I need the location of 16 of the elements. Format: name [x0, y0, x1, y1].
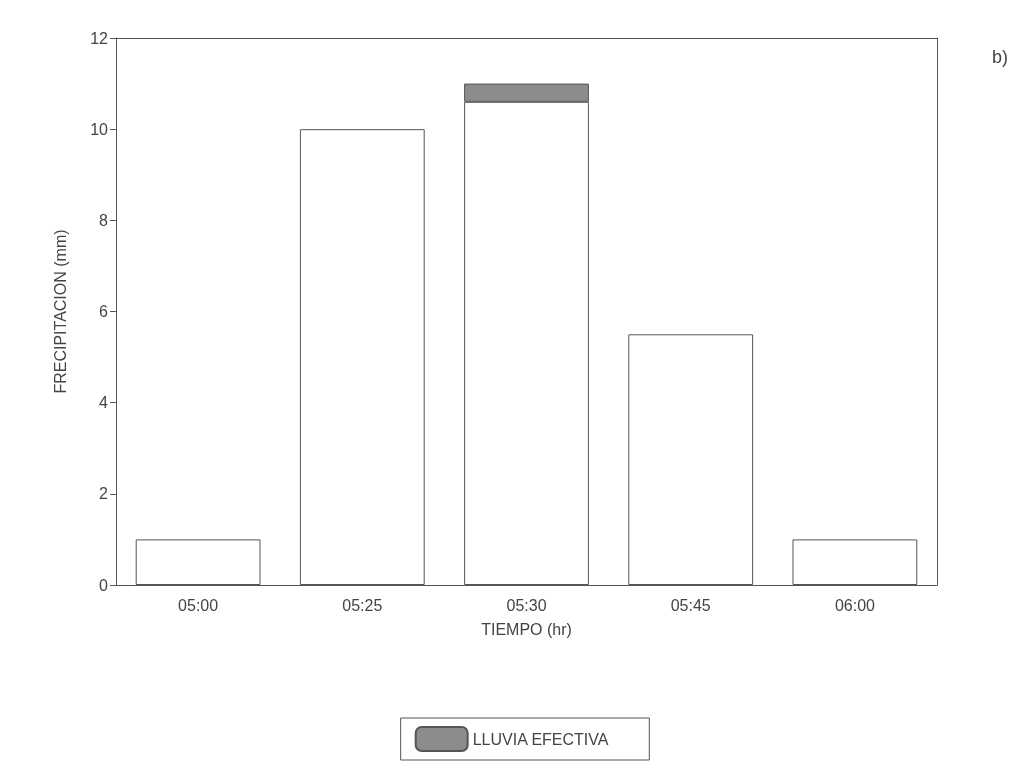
y-tick-label: 0 — [99, 576, 109, 594]
text: b) — [992, 47, 1009, 67]
y-axis-title: FRECIPITACION (mm) — [51, 229, 69, 394]
y-tick-label: 6 — [99, 303, 109, 320]
y-tick-label: 10 — [90, 120, 109, 138]
x-tick-label: 05:25 — [342, 596, 383, 614]
x-tick-label: 05:00 — [178, 596, 219, 614]
y-tick-label: 12 — [90, 29, 109, 47]
y-tick-label: 2 — [99, 485, 109, 503]
y-tick-label: 8 — [99, 211, 109, 229]
legend-label: LLUVIA EFECTIVA — [472, 730, 609, 748]
x-axis-title: TIEMPO (hr) — [481, 620, 572, 638]
x-tick-label: 06:00 — [834, 596, 876, 614]
x-tick-label: 05:30 — [506, 596, 547, 614]
y-tick-label: 4 — [99, 394, 109, 412]
x-tick-label: 05:45 — [670, 596, 711, 614]
